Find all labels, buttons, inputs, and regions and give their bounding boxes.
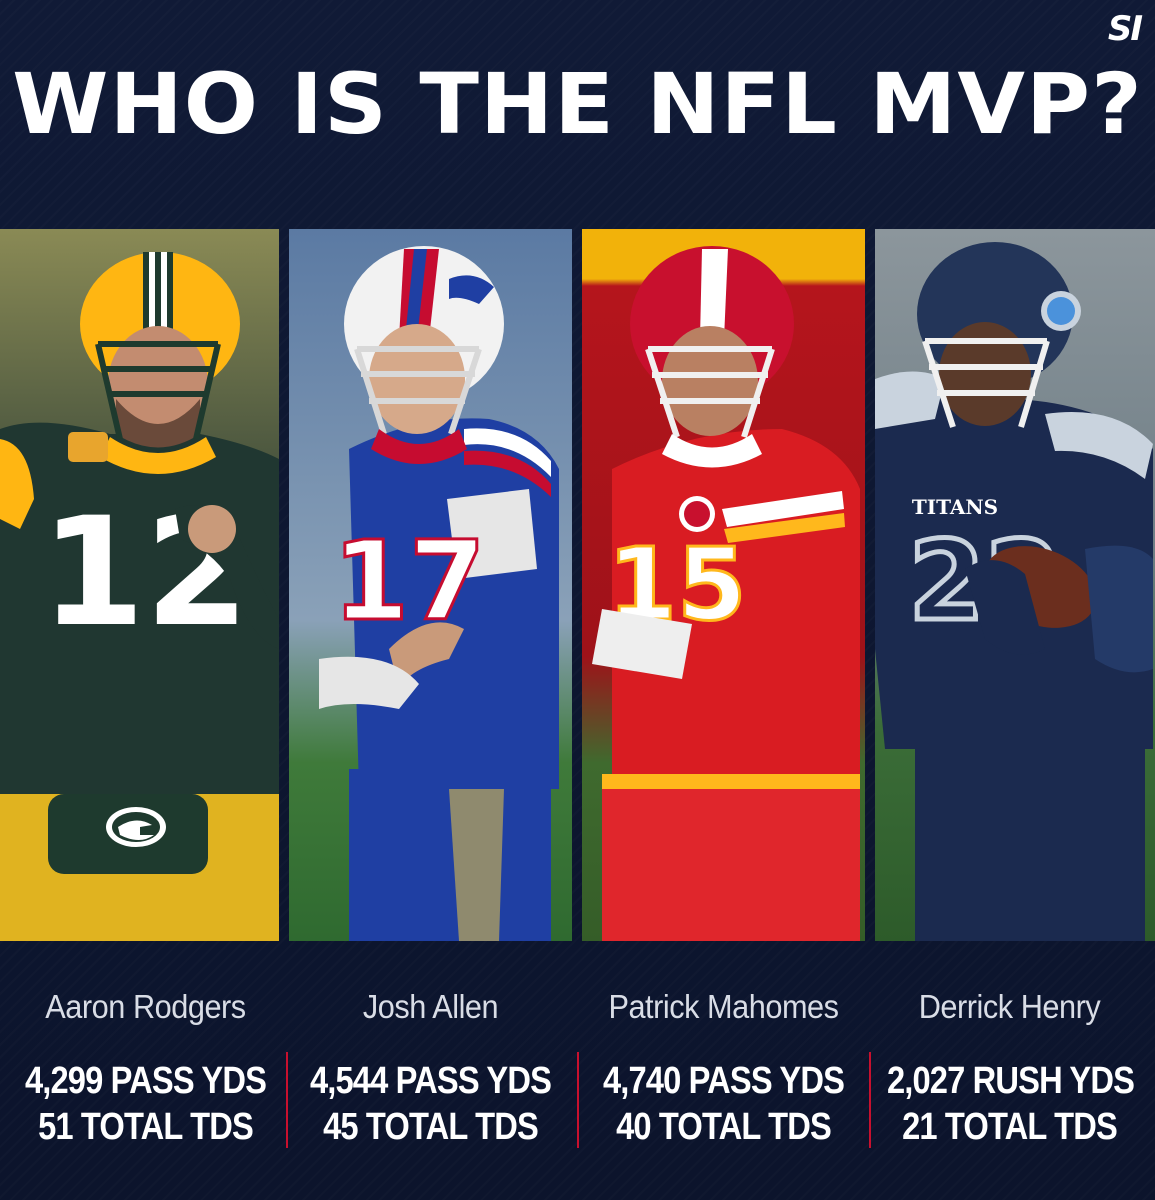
page-title: WHO IS THE NFL MVP?	[12, 55, 1143, 153]
stat-divider	[577, 1052, 579, 1148]
player-photo-henry: 22 TITANS	[875, 229, 1155, 941]
stat-touchdowns: 21 TOTAL TDS	[902, 1106, 1118, 1148]
stat-divider	[286, 1052, 288, 1148]
player-name-rodgers: Aaron Rodgers	[45, 988, 246, 1025]
stat-touchdowns: 45 TOTAL TDS	[323, 1106, 539, 1148]
player-photo-panels: 12	[0, 229, 1155, 941]
stat-yards: 4,740 PASS YDS	[602, 1060, 845, 1102]
player-photo-allen: 17	[289, 229, 572, 941]
stat-touchdowns: 40 TOTAL TDS	[616, 1106, 832, 1148]
stat-yards: 2,027 RUSH YDS	[886, 1060, 1135, 1102]
player-photo-mahomes: 15	[582, 229, 865, 941]
stats-rodgers: 4,299 PASS YDS 51 TOTAL TDS	[3, 1058, 288, 1150]
svg-text:TITANS: TITANS	[912, 495, 998, 519]
stats-henry: 2,027 RUSH YDS 21 TOTAL TDS	[867, 1058, 1152, 1150]
player-name-allen: Josh Allen	[362, 988, 499, 1025]
player-name-henry: Derrick Henry	[918, 988, 1101, 1025]
stats-mahomes: 4,740 PASS YDS 40 TOTAL TDS	[581, 1058, 866, 1150]
player-photo-rodgers: 12	[0, 229, 279, 941]
stats-allen: 4,544 PASS YDS 45 TOTAL TDS	[288, 1058, 573, 1150]
player-names: Aaron Rodgers Josh Allen Patrick Mahomes…	[0, 988, 1155, 1038]
stat-yards: 4,299 PASS YDS	[24, 1060, 267, 1102]
stat-touchdowns: 51 TOTAL TDS	[38, 1106, 254, 1148]
stat-yards: 4,544 PASS YDS	[309, 1060, 552, 1102]
stat-divider	[869, 1052, 871, 1148]
jersey-number: 17	[332, 517, 485, 645]
si-logo: SI	[1107, 9, 1143, 49]
player-name-mahomes: Patrick Mahomes	[608, 988, 839, 1025]
